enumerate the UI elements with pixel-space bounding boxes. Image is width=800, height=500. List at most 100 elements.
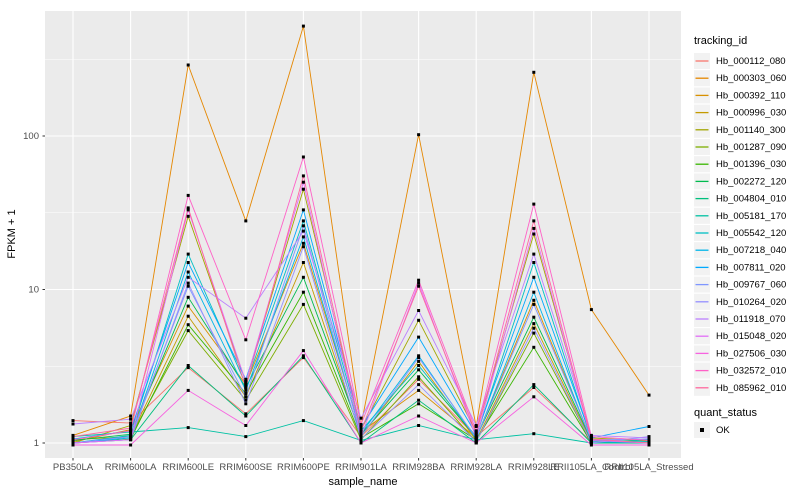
data-point — [417, 318, 421, 322]
legend-entry: Hb_015048_020 — [694, 328, 786, 345]
data-point — [532, 298, 536, 302]
data-point — [532, 226, 536, 230]
legend-entry: Hb_002272_120 — [694, 173, 786, 190]
legend-entry-label: Hb_001140_300 — [716, 125, 786, 136]
data-point — [129, 424, 133, 427]
data-point — [417, 398, 421, 402]
data-point — [186, 366, 190, 370]
data-point — [186, 426, 190, 430]
data-point — [244, 383, 248, 387]
data-point — [244, 414, 248, 418]
x-tick-label: RRIM928LE — [508, 462, 560, 473]
data-point — [359, 432, 363, 436]
data-point — [359, 437, 363, 441]
legend-entry-label: Hb_000392_110 — [716, 90, 786, 101]
x-tick-label: RRIM600SE — [219, 462, 272, 473]
legend-entry-label: Hb_007218_040 — [716, 245, 786, 256]
data-point — [301, 24, 305, 28]
data-point — [244, 398, 248, 402]
data-point — [129, 421, 133, 425]
data-point — [647, 393, 651, 397]
data-point — [71, 438, 75, 442]
legend-entry-label: Hb_000303_060 — [716, 73, 786, 84]
data-point — [71, 419, 75, 423]
data-point — [244, 380, 248, 384]
legend-key-point — [700, 428, 704, 432]
data-point — [532, 331, 536, 335]
data-point — [244, 435, 248, 439]
data-point — [417, 383, 421, 387]
legend-entry: Hb_001140_300 — [694, 121, 786, 138]
data-point — [301, 275, 305, 279]
data-point — [359, 426, 363, 430]
legend-entry-label: OK — [716, 425, 730, 436]
data-point — [532, 232, 536, 236]
legend-entry-label: Hb_085962_010 — [716, 383, 786, 394]
data-point — [417, 424, 421, 427]
data-point — [647, 425, 651, 428]
data-point — [417, 377, 421, 381]
data-point — [417, 309, 421, 312]
data-point — [417, 364, 421, 367]
data-point — [301, 245, 305, 249]
data-point — [244, 402, 248, 406]
legend-entry-label: Hb_000996_030 — [716, 108, 786, 119]
data-point — [474, 429, 478, 433]
data-point — [417, 281, 421, 285]
data-point — [474, 441, 478, 445]
legend-entry: Hb_001396_030 — [694, 156, 786, 173]
data-point — [244, 377, 248, 381]
data-point — [301, 302, 305, 306]
data-point — [301, 229, 305, 233]
legend-entry-label: Hb_015048_020 — [716, 331, 786, 342]
data-point — [186, 329, 190, 333]
data-point — [186, 388, 190, 392]
data-point — [186, 261, 190, 264]
y-tick-label: 10 — [28, 285, 39, 296]
data-point — [301, 349, 305, 353]
data-point — [532, 275, 536, 279]
legend-layer: tracking_id Hb_000112_080 Hb_000303_060 Hb_… — [694, 35, 786, 438]
legend-entry: Hb_001287_090 — [694, 139, 786, 155]
data-point — [129, 426, 133, 430]
legend-entry: OK — [694, 422, 730, 438]
data-point — [532, 395, 536, 399]
legend-entry: Hb_011918_070 — [694, 311, 786, 327]
data-point — [71, 422, 75, 426]
data-point — [129, 417, 133, 421]
legend-entry: Hb_000996_030 — [694, 104, 786, 121]
data-point — [532, 386, 536, 389]
data-point — [417, 402, 421, 406]
data-point — [532, 290, 536, 294]
legend-entry: Hb_009767_060 — [694, 276, 786, 293]
data-point — [359, 416, 363, 420]
x-axis-title: sample_name — [328, 476, 397, 488]
x-tick-label: RRIM600LE — [162, 462, 214, 473]
data-point — [244, 219, 248, 223]
data-point — [359, 429, 363, 433]
data-point — [647, 436, 651, 440]
x-tick-label: RRII105LA_Control — [550, 462, 632, 473]
x-tick-label: RRII105LA_Stressed — [604, 462, 693, 473]
data-point — [359, 441, 363, 445]
data-point — [244, 424, 248, 427]
legend-entry-label: Hb_011918_070 — [716, 314, 786, 325]
data-point — [301, 419, 305, 423]
legend-entry-label: Hb_005181_170 — [716, 211, 786, 222]
data-point — [359, 423, 363, 426]
data-point — [301, 354, 305, 358]
data-point — [129, 435, 133, 439]
legend-entry: Hb_004804_010 — [694, 190, 786, 207]
data-point — [186, 252, 190, 256]
data-point — [301, 180, 305, 184]
data-point — [532, 202, 536, 206]
data-point — [417, 356, 421, 360]
data-point — [532, 70, 536, 74]
legend-entry-label: Hb_032572_010 — [716, 366, 786, 377]
data-point — [186, 193, 190, 197]
data-point — [186, 284, 190, 288]
legend-entry-label: Hb_001396_030 — [716, 159, 786, 170]
data-point — [71, 441, 75, 445]
data-point — [186, 206, 190, 210]
data-point — [129, 414, 133, 418]
